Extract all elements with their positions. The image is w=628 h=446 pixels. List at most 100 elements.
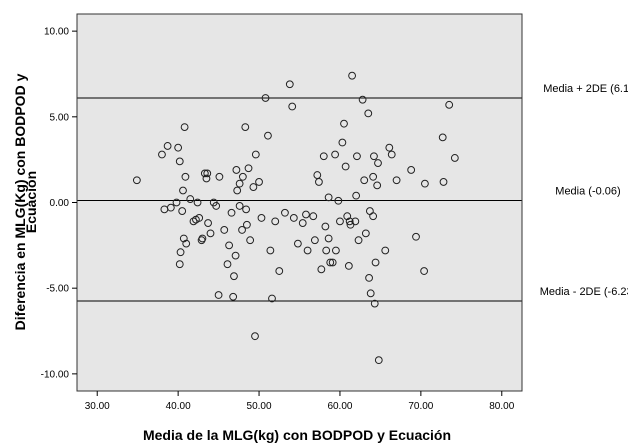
data-point <box>421 179 429 188</box>
data-point <box>439 178 448 186</box>
data-point <box>381 246 390 255</box>
data-point <box>179 234 188 243</box>
data-point <box>233 186 242 195</box>
x-tick-label: 70.00 <box>408 401 433 412</box>
data-point <box>193 198 202 207</box>
data-point <box>366 289 375 298</box>
data-point <box>450 154 459 162</box>
data-point <box>343 212 352 221</box>
x-axis: 30.00 40.00 50.00 60.00 70.00 80.00 <box>85 391 515 412</box>
data-point <box>257 214 266 222</box>
data-point <box>387 150 396 159</box>
data-point <box>361 229 370 238</box>
data-point <box>212 202 221 210</box>
x-tick-label: 50.00 <box>247 401 272 412</box>
data-point <box>298 219 307 227</box>
plot-background <box>77 14 522 391</box>
y-tick-label: -10.00 <box>41 369 70 380</box>
data-point <box>285 80 294 89</box>
x-tick-label: 60.00 <box>327 401 352 412</box>
data-point <box>369 212 378 221</box>
reference-line-label: Media - 2DE (-6.23) <box>540 286 628 298</box>
data-point <box>369 172 378 181</box>
data-point <box>322 246 331 255</box>
data-point <box>172 198 181 207</box>
data-point <box>288 102 297 111</box>
data-point <box>348 71 356 80</box>
data-point <box>235 179 244 188</box>
data-point <box>178 207 187 215</box>
data-point <box>206 229 215 238</box>
data-point <box>198 234 207 243</box>
data-point <box>244 164 253 173</box>
data-point <box>181 172 190 181</box>
data-point <box>220 226 229 234</box>
data-point <box>182 239 191 248</box>
data-point <box>365 274 373 282</box>
data-point <box>319 152 328 161</box>
data-point <box>340 119 348 128</box>
y-axis-title: Diferencia en MLG(Kg) con BODPOD y Ecuac… <box>12 73 39 330</box>
data-point <box>354 236 363 245</box>
data-point <box>341 162 350 171</box>
data-point <box>223 260 232 269</box>
data-point <box>179 186 187 195</box>
data-point <box>351 217 360 226</box>
data-point <box>266 246 275 255</box>
data-point <box>255 178 263 186</box>
data-point <box>317 265 326 274</box>
data-point <box>321 222 330 231</box>
data-point <box>331 150 340 159</box>
data-point <box>174 143 183 152</box>
data-point <box>370 299 379 308</box>
data-point <box>371 258 380 267</box>
data-point <box>251 150 260 159</box>
data-point <box>176 248 185 257</box>
data-point <box>238 226 246 234</box>
data-point <box>180 123 189 131</box>
data-point <box>438 133 447 142</box>
data-point <box>175 260 184 269</box>
data-point <box>214 291 223 299</box>
data-point <box>243 220 251 229</box>
data-point <box>374 356 383 365</box>
data-point <box>235 202 244 210</box>
data-point <box>189 217 198 226</box>
y-tick-label: -5.00 <box>46 284 69 295</box>
data-point <box>289 214 298 222</box>
data-point <box>353 152 361 161</box>
y-tick-label: 5.00 <box>50 112 70 123</box>
data-point <box>344 262 353 270</box>
y-axis-title-line-1: Diferencia en MLG(Kg) con BODPOD y <box>12 73 28 330</box>
data-point <box>385 143 394 152</box>
data-point <box>186 195 195 203</box>
data-point <box>324 234 333 243</box>
data-point <box>227 208 236 217</box>
y-tick-label: 0.00 <box>50 198 70 209</box>
data-point <box>392 176 401 185</box>
data-point <box>241 123 250 131</box>
data-point <box>246 236 255 245</box>
data-point <box>163 142 172 150</box>
data-point <box>200 169 209 178</box>
y-axis-title-line-2: Ecuación <box>23 171 39 233</box>
x-tick-label: 30.00 <box>85 401 110 412</box>
reference-line-label: Media (-0.06) <box>555 185 620 197</box>
data-point <box>338 138 347 147</box>
data-point <box>175 157 184 166</box>
data-point <box>231 251 240 260</box>
data-point <box>445 100 454 109</box>
data-point <box>303 246 312 255</box>
data-point <box>324 193 333 202</box>
data-point <box>412 232 420 241</box>
data-point <box>326 258 335 267</box>
data-point <box>268 294 276 303</box>
x-tick-label: 80.00 <box>489 401 514 412</box>
data-point <box>281 208 289 217</box>
data-points <box>132 71 459 365</box>
data-point <box>310 236 319 245</box>
x-axis-title: Media de la MLG(kg) con BODPOD y Ecuació… <box>143 427 451 443</box>
data-point <box>309 212 318 221</box>
reference-line-labels: Media + 2DE (6.1) Media (-0.06) Media - 2D… <box>540 83 628 298</box>
